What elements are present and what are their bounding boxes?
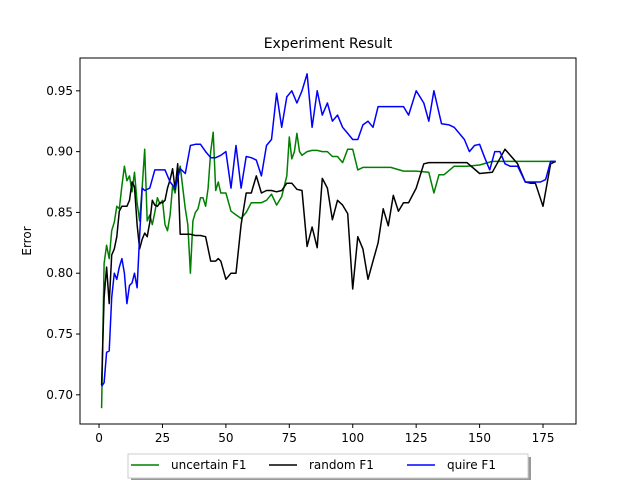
y-tick-label: 0.85 [46,205,73,219]
y-tick-label: 0.90 [46,145,73,159]
legend-items: uncertain F1 random F1 quire F1 [131,458,496,472]
legend: uncertain F1 random F1 quire F1 [127,453,531,480]
x-axis: 0 25 50 75 100 125 150 175 [95,424,554,445]
y-tick-label: 0.75 [46,327,73,341]
x-tick-label: 125 [405,431,428,445]
legend-label: quire F1 [447,458,496,472]
series-line-uncertain-f1 [100,131,556,409]
x-tick-label: 175 [532,431,555,445]
y-axis-label: Error [20,226,34,255]
y-tick-label: 0.95 [46,84,73,98]
series-line-quire-f1 [100,73,556,387]
chart-title: Experiment Result [264,36,393,52]
plot-area [79,57,577,425]
x-tick-label: 50 [218,431,233,445]
x-tick-label: 0 [95,431,103,445]
x-tick-label: 100 [341,431,364,445]
series-layer [100,73,557,409]
legend-label: uncertain F1 [171,458,246,472]
legend-box [127,453,529,479]
x-tick-label: 75 [282,431,297,445]
y-axis: 0.70 0.75 0.80 0.85 0.90 0.95 [46,84,80,402]
y-tick-label: 0.70 [46,388,73,402]
x-tick-label: 25 [155,431,170,445]
series-line-random-f1 [100,148,557,386]
y-tick-label: 0.80 [46,266,73,280]
x-tick-label: 150 [468,431,491,445]
legend-label: random F1 [309,458,374,472]
axes-frame [79,57,577,425]
